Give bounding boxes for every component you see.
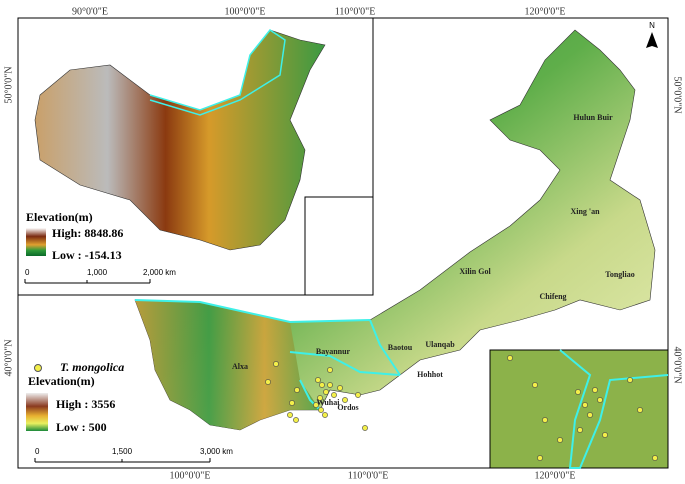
sample-point (592, 387, 598, 393)
sample-point (507, 355, 513, 361)
graticule-label: 50°0'0"N (3, 66, 14, 103)
legend-high: High: 8848.86 (52, 226, 123, 240)
scale-label: 3,000 km (200, 447, 233, 456)
sample-point (557, 437, 563, 443)
place-label: Tongliao (605, 270, 635, 279)
sample-point (637, 407, 643, 413)
sample-point (287, 412, 293, 418)
sample-point (597, 397, 603, 403)
scale-label: 1,500 (112, 447, 133, 456)
place-label: Wuhai (317, 398, 341, 407)
place-label: Hohhot (417, 370, 443, 379)
scale-label: 0 (25, 268, 30, 277)
graticule-label: 120°0'0"E (535, 470, 576, 481)
scale-bar (24, 279, 151, 284)
graticule-label: 120°0'0"E (525, 6, 566, 17)
legend-species: T. mongolica (60, 360, 124, 374)
sample-point (602, 432, 608, 438)
sample-point (322, 412, 328, 418)
sample-point (313, 402, 319, 408)
place-label: Baotou (388, 343, 413, 352)
graticule-label: 90°0'0"E (72, 6, 108, 17)
scale-label: 1,000 (87, 268, 108, 277)
legend-title: Elevation(m) (26, 210, 93, 224)
sample-point (323, 389, 329, 395)
graticule-label: 40°0'0"N (672, 346, 683, 383)
sample-point (293, 417, 299, 423)
sample-point (532, 382, 538, 388)
legend-title: Elevation(m) (28, 374, 95, 388)
place-label: Hulun Buir (573, 113, 613, 122)
sample-point (289, 400, 295, 406)
western-region (135, 300, 320, 430)
sample-point (337, 385, 343, 391)
sample-point (315, 377, 321, 383)
north-arrow (646, 32, 658, 48)
north-label: N (649, 21, 655, 30)
sample-point (652, 455, 658, 461)
legend-low: Low : 500 (56, 420, 107, 434)
boundary (559, 349, 669, 469)
sample-point (327, 367, 333, 373)
graticule-label: 110°0'0"E (335, 6, 376, 17)
place-label: Chifeng (539, 292, 566, 301)
graticule-label: 50°0'0"N (672, 76, 683, 113)
sample-point (355, 392, 361, 398)
scale-label: 2,000 km (143, 268, 176, 277)
sample-point (542, 417, 548, 423)
inset-legend-ramp (26, 228, 46, 256)
scale-bar (34, 458, 211, 463)
boundary (134, 299, 371, 324)
place-label: Alxa (232, 362, 248, 371)
sample-point (319, 382, 325, 388)
sample-point (342, 397, 348, 403)
scale-label: 0 (35, 447, 40, 456)
sample-point (317, 395, 323, 401)
graticule-label: 40°0'0"N (3, 339, 14, 376)
south-sea-inset (304, 196, 374, 296)
sample-points (265, 355, 658, 461)
place-label: Xilin Gol (459, 267, 491, 276)
graticule-label: 110°0'0"E (348, 470, 389, 481)
legend-low: Low : -154.13 (52, 248, 122, 262)
sample-point (273, 361, 279, 367)
graticule-label: 100°0'0"E (225, 6, 266, 17)
sample-point (582, 402, 588, 408)
sample-point (627, 377, 633, 383)
sample-point (575, 389, 581, 395)
graticule-label: 100°0'0"E (170, 470, 211, 481)
sample-point (537, 455, 543, 461)
boundary (149, 28, 286, 116)
sample-point (294, 387, 300, 393)
sample-point (265, 379, 271, 385)
place-label: Bayannur (316, 347, 351, 356)
legend-high: High : 3556 (56, 397, 115, 411)
legend-point (34, 364, 42, 372)
sample-point (362, 425, 368, 431)
sample-point (327, 382, 333, 388)
sample-point (318, 407, 324, 413)
sample-point (587, 412, 593, 418)
sample-point (331, 392, 337, 398)
legend-ramp (26, 393, 48, 431)
place-label: Xing 'an (570, 207, 600, 216)
place-label: Ulanqab (425, 340, 455, 349)
place-label: Ordos (337, 403, 358, 412)
sample-point (577, 427, 583, 433)
